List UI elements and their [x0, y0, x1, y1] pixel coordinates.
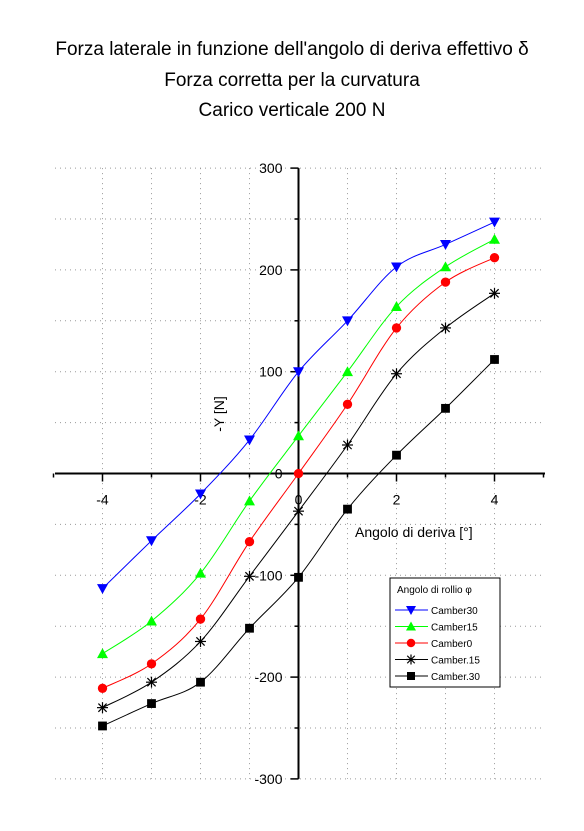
- data-point: [440, 322, 451, 334]
- legend: Angolo di rollio φ Camber30 Camber15 Camber…: [389, 577, 501, 688]
- data-point: [244, 435, 255, 446]
- data-point: [490, 355, 499, 364]
- data-point: [391, 368, 402, 380]
- data-point: [244, 495, 255, 506]
- legend-item: Camber.15: [395, 654, 480, 667]
- data-point: [406, 606, 416, 615]
- chart-title: Forza laterale in funzione dell'angolo d…: [55, 39, 529, 60]
- data-point: [195, 489, 206, 500]
- data-point: [391, 301, 402, 311]
- legend-label: Camber.15: [431, 656, 480, 667]
- y-tick-label: 200: [259, 262, 283, 278]
- legend-item: Camber0: [395, 638, 473, 650]
- data-point: [343, 504, 352, 514]
- data-point: [146, 659, 157, 669]
- data-point: [293, 468, 304, 479]
- legend-box: [389, 577, 501, 688]
- chart-subtitle-2: Carico verticale 200 N: [198, 100, 386, 121]
- data-point: [407, 672, 415, 680]
- data-point: [391, 323, 402, 333]
- data-point: [195, 635, 206, 647]
- data-point: [440, 240, 451, 250]
- data-point: [489, 253, 500, 263]
- y-tick-label: 300: [259, 160, 283, 176]
- data-point: [406, 621, 416, 631]
- data-point: [97, 648, 108, 659]
- legend-item: Camber30: [395, 606, 478, 617]
- data-point: [293, 505, 304, 517]
- data-point: [196, 677, 205, 687]
- data-point: [294, 572, 303, 582]
- chart-subtitle-1: Forza corretta per la curvatura: [164, 70, 420, 91]
- y-axis-label: -Y [N]: [211, 396, 227, 432]
- data-point: [441, 403, 450, 413]
- data-point: [244, 537, 255, 547]
- data-point: [245, 623, 254, 633]
- data-point: [406, 638, 416, 648]
- y-tick-label: 100: [259, 364, 283, 380]
- data-point: [147, 699, 156, 708]
- y-tick-label: -300: [254, 771, 282, 787]
- data-point: [440, 261, 451, 272]
- y-tick-label: 0: [275, 466, 283, 482]
- data-point: [146, 615, 157, 626]
- data-point: [97, 702, 108, 714]
- x-axis-label: Angolo di deriva [°]: [355, 524, 473, 540]
- y-tick-label: -100: [254, 567, 282, 583]
- legend-item: Camber.30: [395, 672, 480, 683]
- data-point: [146, 676, 157, 688]
- x-tick-label: 4: [491, 492, 499, 508]
- data-point: [392, 450, 401, 460]
- data-point: [342, 399, 353, 409]
- series-camber-15: [97, 287, 500, 714]
- series-camber30: [97, 217, 500, 595]
- data-point: [293, 430, 304, 441]
- data-point: [440, 277, 451, 287]
- data-point: [342, 439, 353, 451]
- series-line: [102, 221, 495, 589]
- legend-label: Camber30: [431, 606, 478, 617]
- data-point: [342, 316, 353, 327]
- x-tick-label: 0: [295, 492, 303, 508]
- data-point: [489, 287, 500, 299]
- series-group: [97, 217, 500, 731]
- y-tick-label: -200: [254, 669, 282, 685]
- data-point: [146, 536, 157, 547]
- data-point: [489, 217, 500, 228]
- legend-label: Camber0: [431, 639, 473, 650]
- legend-label: Camber.30: [431, 672, 480, 683]
- data-point: [244, 570, 255, 582]
- data-point: [489, 233, 500, 244]
- data-point: [97, 584, 108, 595]
- legend-label: Camber15: [431, 623, 478, 634]
- x-tick-label: -2: [194, 492, 207, 508]
- x-tick-label: -4: [96, 492, 109, 508]
- data-point: [342, 366, 353, 377]
- series-camber0: [97, 253, 500, 693]
- data-point: [293, 367, 304, 378]
- data-point: [97, 683, 108, 693]
- data-point: [195, 614, 206, 624]
- series-camber15: [97, 233, 500, 659]
- data-point: [406, 654, 416, 665]
- legend-title: Angolo di rollio φ: [397, 585, 472, 596]
- data-point: [391, 262, 402, 273]
- data-point: [98, 721, 107, 731]
- series-camber-30: [98, 355, 499, 731]
- legend-item: Camber15: [395, 621, 478, 634]
- x-tick-label: 2: [393, 492, 401, 508]
- data-point: [195, 567, 206, 578]
